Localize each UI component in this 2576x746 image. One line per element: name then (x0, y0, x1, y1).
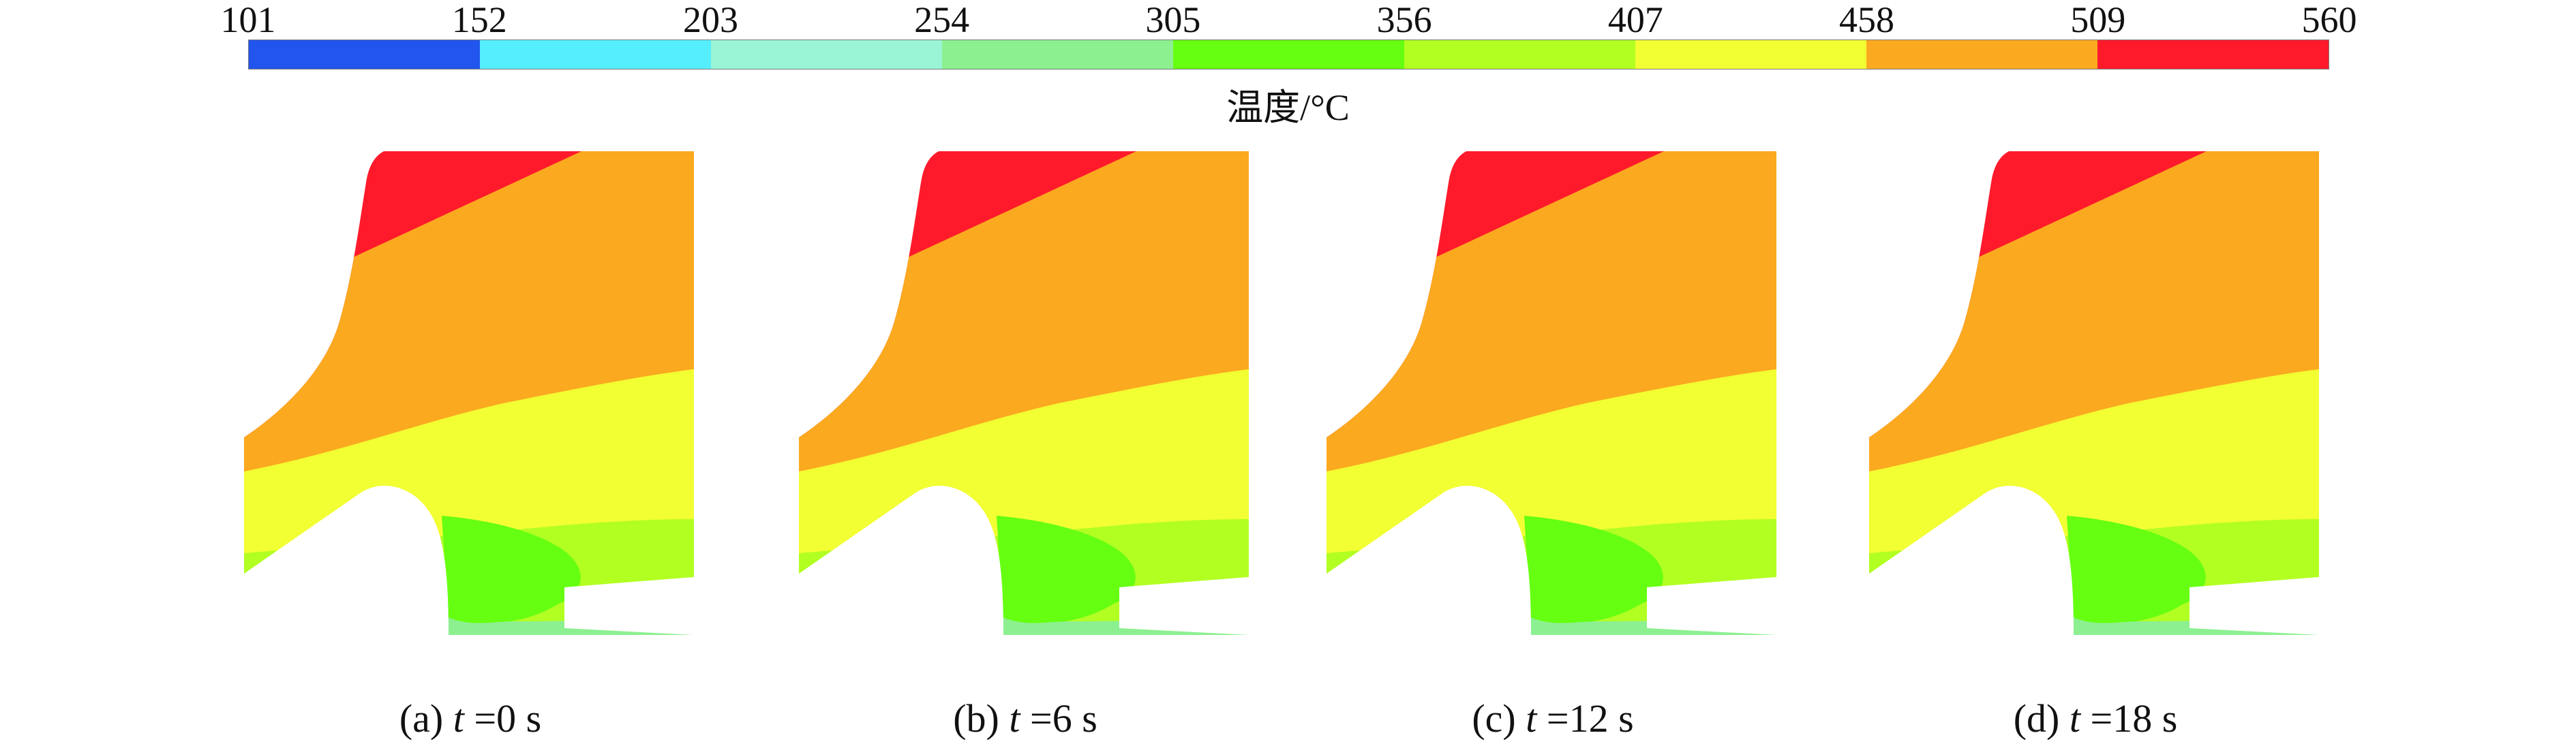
contour-plot (1869, 151, 2319, 635)
temperature-field (244, 151, 694, 635)
temperature-field (1327, 151, 1776, 635)
colorbar-band (2097, 40, 2329, 69)
colorbar-tick: 305 (1145, 0, 1201, 40)
temperature-colorbar (248, 40, 2329, 69)
colorbar-tick: 509 (2070, 0, 2126, 40)
contour-panel-b (799, 151, 1249, 635)
colorbar-tick: 254 (914, 0, 970, 40)
panel-caption-d: (d) t =18 s (2013, 696, 2178, 741)
contour-panel-c (1327, 151, 1776, 635)
colorbar-band (480, 40, 711, 69)
colorbar-band (711, 40, 942, 69)
colorbar-band (1866, 40, 2097, 69)
cavity-cutout (2189, 577, 2319, 635)
contour-panel-a (244, 151, 694, 635)
contour-band (1524, 516, 1663, 624)
contour-plot (799, 151, 1249, 635)
colorbar-band (1173, 40, 1404, 69)
contour-panel-d (1869, 151, 2319, 635)
colorbar-tick: 152 (451, 0, 507, 40)
panel-caption-c: (c) t =12 s (1472, 696, 1634, 741)
cavity-cutout (1647, 577, 1776, 635)
temperature-field (799, 151, 1249, 635)
colorbar-band (942, 40, 1173, 69)
cavity-cutout (1119, 577, 1249, 635)
contour-plot (244, 151, 694, 635)
colorbar-tick: 203 (682, 0, 738, 40)
colorbar-band (1635, 40, 1866, 69)
contour-plot (1327, 151, 1776, 635)
cavity-cutout (1327, 485, 1531, 635)
colorbar-tick: 560 (2301, 0, 2357, 40)
cavity-cutout (564, 577, 694, 635)
cavity-cutout (799, 485, 1003, 635)
cavity-cutout (1869, 485, 2074, 635)
contour-band (997, 516, 1136, 624)
panel-caption-b: (b) t =6 s (953, 696, 1097, 741)
contour-band (2067, 516, 2206, 624)
colorbar-tick: 458 (1839, 0, 1895, 40)
colorbar-tick-labels: 101 152 203 254 305 356 407 458 509 560 (0, 0, 2576, 41)
colorbar-band (1404, 40, 1635, 69)
colorbar-band (249, 40, 480, 69)
colorbar-tick: 407 (1607, 0, 1663, 40)
cavity-cutout (244, 485, 449, 635)
temperature-field (1869, 151, 2319, 635)
colorbar-title: 温度/°C (1226, 87, 1350, 128)
panel-caption-a: (a) t =0 s (399, 696, 542, 741)
colorbar-tick: 356 (1376, 0, 1432, 40)
colorbar-tick: 101 (220, 0, 276, 40)
contour-band (442, 516, 581, 624)
